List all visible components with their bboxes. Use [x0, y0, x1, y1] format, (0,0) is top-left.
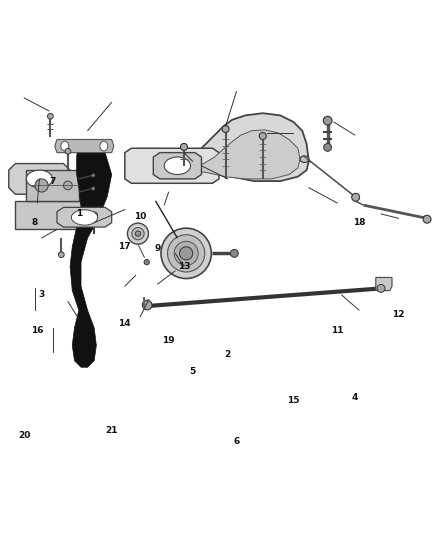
Ellipse shape: [222, 125, 229, 133]
Text: 12: 12: [392, 310, 405, 319]
Text: 16: 16: [31, 326, 43, 335]
Text: 9: 9: [155, 245, 161, 254]
Ellipse shape: [377, 285, 385, 292]
Ellipse shape: [92, 187, 95, 190]
Polygon shape: [9, 164, 70, 194]
Text: 6: 6: [233, 437, 240, 446]
Ellipse shape: [64, 181, 72, 190]
Text: 18: 18: [353, 218, 365, 227]
Ellipse shape: [167, 235, 205, 272]
Ellipse shape: [65, 149, 71, 154]
Text: 3: 3: [39, 290, 45, 300]
Ellipse shape: [92, 174, 95, 177]
Text: 13: 13: [178, 262, 190, 271]
Polygon shape: [376, 278, 392, 290]
Text: 17: 17: [119, 243, 131, 251]
Ellipse shape: [100, 141, 108, 151]
Text: 20: 20: [18, 431, 30, 440]
Ellipse shape: [142, 300, 152, 310]
Ellipse shape: [180, 143, 187, 150]
Ellipse shape: [47, 114, 53, 119]
Polygon shape: [15, 201, 81, 229]
Text: 15: 15: [287, 395, 300, 405]
Ellipse shape: [324, 143, 332, 151]
Ellipse shape: [323, 116, 332, 125]
Text: 14: 14: [119, 319, 131, 328]
Text: 7: 7: [49, 176, 56, 185]
Ellipse shape: [174, 241, 198, 265]
Ellipse shape: [71, 210, 98, 225]
Text: 2: 2: [225, 350, 231, 359]
Ellipse shape: [164, 157, 191, 174]
Text: 10: 10: [134, 212, 146, 221]
Ellipse shape: [352, 193, 360, 201]
Text: 11: 11: [331, 326, 343, 335]
Ellipse shape: [91, 212, 97, 219]
Text: 21: 21: [106, 426, 118, 435]
Polygon shape: [55, 140, 114, 152]
Polygon shape: [70, 140, 112, 367]
Text: 8: 8: [32, 218, 38, 227]
Ellipse shape: [259, 133, 266, 140]
Text: 4: 4: [352, 393, 358, 402]
Text: 5: 5: [190, 367, 196, 376]
Ellipse shape: [61, 141, 69, 151]
Ellipse shape: [161, 228, 211, 279]
Ellipse shape: [132, 228, 144, 240]
Polygon shape: [26, 170, 79, 201]
Polygon shape: [171, 113, 309, 181]
Polygon shape: [184, 130, 300, 179]
Ellipse shape: [35, 179, 48, 192]
Polygon shape: [153, 152, 201, 179]
Ellipse shape: [180, 247, 193, 260]
Polygon shape: [57, 207, 112, 227]
Ellipse shape: [127, 223, 148, 244]
Ellipse shape: [59, 252, 64, 257]
Ellipse shape: [300, 156, 309, 163]
Ellipse shape: [26, 170, 53, 188]
Ellipse shape: [135, 231, 141, 236]
Ellipse shape: [230, 249, 238, 257]
Text: 1: 1: [76, 209, 82, 219]
Ellipse shape: [423, 215, 431, 223]
Ellipse shape: [144, 260, 149, 265]
Text: 19: 19: [162, 336, 175, 345]
Polygon shape: [125, 148, 219, 183]
